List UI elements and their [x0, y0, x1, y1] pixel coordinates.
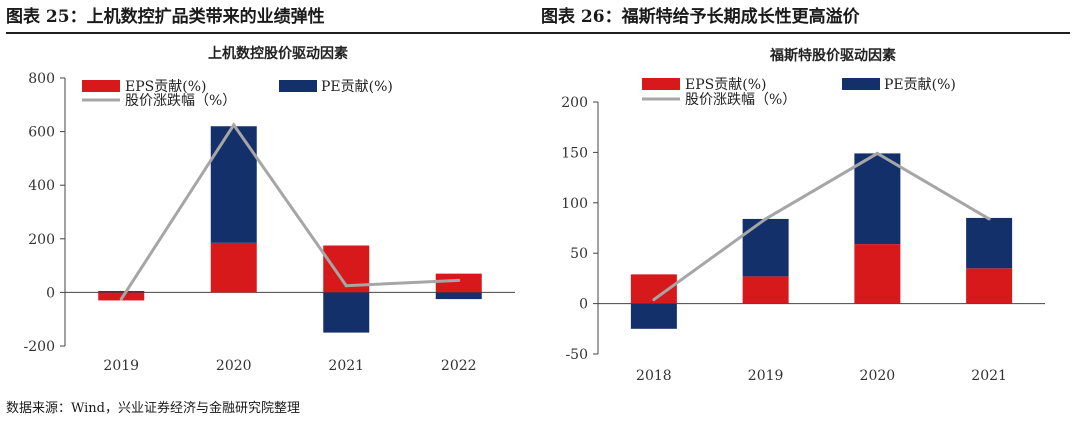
legend-swatch-pe: [842, 78, 880, 90]
y-tick-label: 50: [570, 246, 588, 262]
bar-eps-2020: [854, 244, 901, 304]
x-category-label: 2020: [216, 358, 252, 374]
y-tick-label: -50: [565, 347, 588, 363]
chart-shangji-drivers: 上机数控股价驱动因素 -200 0 200 400 600 800 2019 2020 2021 2…: [24, 45, 515, 374]
y-tick-label: 600: [28, 125, 55, 141]
x-category-label: 2021: [328, 358, 364, 374]
bar-pe-2019: [98, 291, 145, 293]
bar-eps-2021: [966, 268, 1013, 304]
legend-label: 股价涨跌幅（%）: [685, 92, 796, 108]
y-tick-label: 200: [28, 232, 55, 248]
price-change-line: [652, 151, 990, 301]
bar-eps-2019: [742, 276, 789, 304]
price-change-point-2021: [987, 217, 991, 221]
price-change-point-2019: [764, 217, 768, 221]
header-rule: [6, 32, 1070, 34]
bar-eps-2022: [435, 273, 482, 293]
bar-pe-2020: [854, 153, 901, 245]
legend-label: PE贡献(%): [321, 79, 393, 95]
price-change-point-2019: [119, 297, 123, 301]
y-tick-label: 400: [28, 178, 55, 194]
x-category-label: 2022: [441, 358, 477, 374]
x-category-label: 2019: [748, 368, 784, 384]
y-tick-label: 150: [561, 145, 588, 161]
data-source-note: 数据来源：Wind，兴业证券经济与金融研究院整理: [6, 401, 300, 416]
price-change-point-2020: [875, 151, 879, 155]
bar-pe-2019: [742, 218, 789, 277]
legend-swatch-eps: [82, 80, 120, 92]
price-change-line: [119, 122, 459, 300]
chart-title: 福斯特股价驱动因素: [769, 47, 896, 64]
y-tick-label: 100: [561, 196, 588, 212]
x-category-label: 2018: [636, 368, 672, 384]
chart-foster-drivers: 福斯特股价驱动因素 -50 0 50 100 150 200 2018 2019 2020 2021…: [561, 47, 1045, 384]
price-change-point-2018: [652, 298, 656, 302]
y-tick-label: -200: [24, 339, 55, 355]
y-tick-label: 0: [579, 297, 588, 313]
legend-label: 股价涨跌幅（%）: [125, 93, 236, 109]
bar-eps-2020: [210, 242, 257, 293]
legend-swatch-eps: [642, 78, 680, 90]
x-category-label: 2021: [971, 368, 1007, 384]
price-change-point-2020: [232, 123, 236, 127]
y-tick-label: 0: [46, 285, 55, 301]
bar-pe-2021: [323, 292, 370, 333]
figure-25-caption: 图表 25：上机数控扩品类带来的业绩弹性: [6, 7, 325, 27]
y-tick-label: 800: [28, 71, 55, 87]
bar-pe-2020: [210, 126, 257, 243]
bar-pe-2021: [966, 217, 1013, 269]
bar-pe-2018: [630, 303, 677, 329]
figure-26-caption: 图表 26：福斯特给予长期成长性更高溢价: [541, 7, 860, 27]
legend-swatch-pe: [279, 80, 317, 92]
legend-label: EPS贡献(%): [685, 77, 766, 93]
legend-label: PE贡献(%): [884, 77, 956, 93]
chart-title: 上机数控股价驱动因素: [208, 45, 348, 62]
bar-pe-2022: [435, 292, 482, 300]
x-category-label: 2019: [103, 358, 139, 374]
legend-label: EPS贡献(%): [125, 79, 206, 95]
price-change-point-2021: [344, 284, 348, 288]
x-category-label: 2020: [860, 368, 896, 384]
price-change-point-2022: [457, 278, 461, 282]
y-tick-label: 200: [561, 95, 588, 111]
